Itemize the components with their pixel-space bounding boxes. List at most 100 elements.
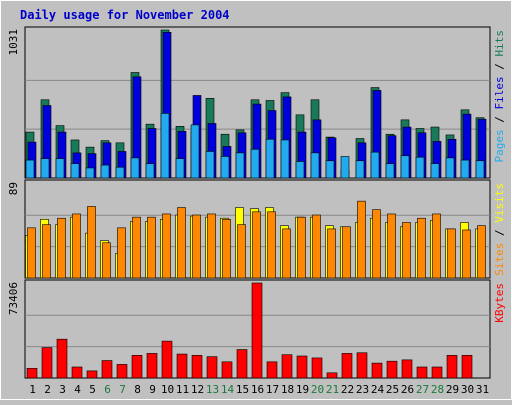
bar-sites-3 (57, 217, 66, 279)
x-tick-label-9: 9 (149, 383, 156, 396)
series-kbytes (26, 282, 473, 379)
bar-pages-10 (160, 113, 170, 179)
legend-item-sites: Sites (493, 243, 506, 276)
bar-kbytes-18 (281, 354, 293, 379)
x-tick-label-29: 29 (446, 383, 459, 396)
bar-pages-15 (235, 152, 245, 179)
bar-pages-18 (280, 139, 290, 179)
x-tick-label-18: 18 (281, 383, 294, 396)
bar-pages-20 (310, 152, 320, 179)
legend-visits: Sites / Visits (493, 183, 506, 276)
x-tick-label-10: 10 (161, 383, 174, 396)
legend-kbytes: KBytes (493, 283, 506, 323)
bar-kbytes-26 (401, 359, 413, 379)
bar-pages-26 (400, 155, 410, 179)
x-tick-label-23: 23 (356, 383, 369, 396)
bar-kbytes-17 (266, 361, 278, 379)
bar-pages-19 (295, 161, 305, 179)
bar-sites-5 (87, 206, 96, 279)
legend-item-pages: Pages (493, 129, 506, 162)
bar-pages-27 (415, 156, 425, 179)
bar-sites-7 (117, 227, 126, 279)
bar-kbytes-11 (176, 353, 188, 379)
x-tick-label-3: 3 (59, 383, 66, 396)
legend-separator: / (493, 57, 506, 77)
x-axis: 1 2 3 4 5 6 7 8 9 10 11 12 13 14 15 16 17 18 19 20 21 22 23 24 2… (29, 383, 489, 396)
bar-sites-20 (312, 214, 321, 279)
legend-item-hits: Hits (493, 30, 506, 57)
x-tick-label-15: 15 (236, 383, 249, 396)
panel-kbytes: 73406 KBytes (7, 279, 506, 379)
y-max-label-kbytes: 73406 (7, 282, 20, 315)
bar-kbytes-24 (371, 362, 383, 379)
x-tick-label-16: 16 (251, 383, 264, 396)
x-tick-label-25: 25 (386, 383, 399, 396)
x-tick-label-17: 17 (266, 383, 279, 396)
bar-sites-1 (27, 227, 36, 279)
bar-pages-17 (265, 138, 275, 179)
x-tick-label-24: 24 (371, 383, 385, 396)
x-tick-label-11: 11 (176, 383, 189, 396)
bar-sites-2 (42, 224, 51, 279)
bar-sites-13 (207, 213, 216, 279)
bar-sites-12 (192, 214, 201, 279)
bar-pages-1 (25, 159, 35, 179)
x-tick-label-14: 14 (221, 383, 235, 396)
x-tick-label-1: 1 (29, 383, 36, 396)
bar-sites-4 (72, 213, 81, 279)
panel-hits: 1031 Pages / Files / Hits (7, 26, 506, 179)
bar-kbytes-15 (236, 349, 248, 379)
bar-kbytes-9 (146, 353, 158, 379)
bar-kbytes-27 (416, 366, 428, 379)
bar-kbytes-16 (251, 282, 263, 379)
x-tick-label-2: 2 (44, 383, 51, 396)
bar-pages-3 (55, 158, 65, 179)
bar-kbytes-21 (326, 372, 338, 379)
x-tick-label-7: 7 (119, 383, 126, 396)
bar-sites-22 (342, 226, 351, 279)
bar-sites-15 (237, 224, 246, 279)
x-tick-label-27: 27 (416, 383, 429, 396)
legend-hits: Pages / Files / Hits (493, 30, 506, 163)
bar-kbytes-30 (461, 355, 473, 379)
bar-kbytes-13 (206, 356, 218, 379)
bar-kbytes-8 (131, 355, 143, 379)
bar-sites-27 (417, 217, 426, 279)
bar-pages-7 (115, 166, 125, 179)
bar-pages-31 (475, 160, 485, 179)
bar-sites-23 (357, 200, 366, 279)
bar-pages-5 (85, 167, 95, 179)
bar-pages-13 (205, 151, 215, 179)
bar-pages-28 (430, 163, 440, 179)
bar-sites-16 (252, 211, 261, 279)
bar-pages-12 (190, 124, 200, 179)
bar-sites-29 (447, 228, 456, 279)
bar-pages-9 (145, 163, 155, 179)
x-tick-label-20: 20 (311, 383, 324, 396)
bar-pages-30 (460, 159, 470, 179)
bar-sites-19 (297, 216, 306, 279)
x-tick-label-12: 12 (191, 383, 204, 396)
bar-pages-4 (70, 163, 80, 179)
x-tick-label-26: 26 (401, 383, 414, 396)
bar-kbytes-2 (41, 347, 53, 379)
bar-kbytes-20 (311, 357, 323, 379)
bar-kbytes-5 (86, 370, 98, 379)
bar-pages-14 (220, 156, 230, 179)
bar-kbytes-1 (26, 367, 38, 379)
bar-sites-18 (282, 228, 291, 279)
legend-item-: / (493, 223, 506, 243)
bar-sites-31 (477, 225, 486, 279)
y-max-label-hits: 1031 (7, 29, 20, 56)
bar-pages-22 (340, 156, 350, 179)
bar-pages-16 (250, 148, 260, 179)
bar-sites-25 (387, 213, 396, 279)
x-tick-label-22: 22 (341, 383, 354, 396)
bar-sites-14 (222, 218, 231, 279)
chart-title: Daily usage for November 2004 (20, 8, 230, 22)
panel-visits: 89 Sites / Visits (7, 179, 506, 279)
bar-kbytes-14 (221, 361, 233, 379)
bar-pages-25 (385, 163, 395, 179)
